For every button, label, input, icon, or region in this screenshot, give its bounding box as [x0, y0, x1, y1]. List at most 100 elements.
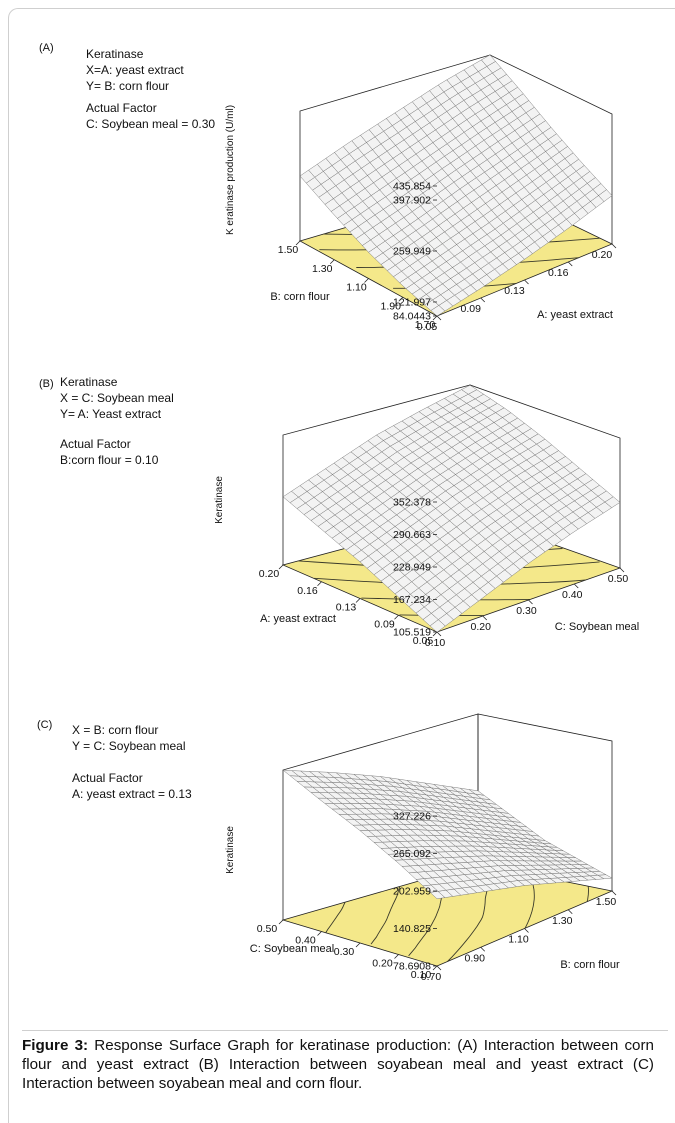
z-tick-label: 435.854: [393, 181, 431, 193]
x-tick-label: 1.10: [508, 934, 529, 946]
x-tick: [567, 909, 573, 915]
z-axis-label: Keratinase: [225, 826, 236, 874]
annotation-line: Y = C: Soybean meal: [72, 739, 186, 753]
x-tick-label: 0.90: [465, 952, 486, 964]
z-tick-label: 397.902: [393, 195, 431, 207]
z-tick-label: 259.949: [393, 246, 431, 258]
z-axis-label: Keratinase: [214, 476, 225, 524]
x-tick-label: 0.20: [592, 249, 613, 261]
z-tick-label: 327.226: [393, 811, 431, 823]
annotation-line: Keratinase: [86, 47, 144, 61]
annotation-line: X = B: corn flour: [72, 723, 159, 737]
annotation-line: A: yeast extract = 0.13: [72, 787, 192, 801]
y-tick: [432, 965, 438, 971]
y-tick: [355, 942, 361, 948]
x-tick: [480, 297, 486, 303]
y-tick-label: 0.05: [413, 635, 434, 647]
y-tick: [398, 296, 404, 302]
x-tick: [480, 946, 486, 952]
x-tick: [611, 890, 617, 896]
caption-rule: [22, 1030, 668, 1031]
y-axis-label: C: Soybean meal: [250, 943, 334, 955]
x-tick-label: 0.13: [504, 285, 525, 297]
x-tick: [524, 928, 529, 933]
x-tick: [619, 567, 625, 573]
y-tick: [329, 259, 335, 265]
y-tick: [432, 631, 438, 637]
z-tick-label: 290.663: [393, 529, 431, 541]
x-tick: [611, 243, 617, 249]
panel-b-annotation: Keratinase X = C: Soybean meal Y= A: Yea…: [60, 374, 174, 468]
z-tick-label: 167.234: [393, 594, 431, 606]
x-axis-label: B: corn flour: [560, 959, 620, 971]
z-tick-label: 105.519: [393, 627, 431, 639]
y-tick-label: 0.13: [336, 602, 357, 614]
surface-plot-c: 78.6908 140.825 202.959 265.092 327.226 Kerat…: [225, 713, 620, 983]
x-tick: [528, 599, 533, 605]
annotation-line: Actual Factor: [60, 437, 131, 451]
panel-a-annotation: Keratinase X=A: yeast extract Y= B: corn…: [86, 46, 215, 132]
y-tick-label: 0.10: [411, 969, 432, 981]
x-tick-label: 0.09: [461, 303, 482, 315]
x-tick: [436, 315, 442, 321]
x-axis-label: A: yeast extract: [537, 309, 613, 321]
figure-caption: Figure 3: Response Surface Graph for ker…: [22, 1036, 654, 1093]
y-axis-label: B: corn flour: [270, 291, 330, 303]
contour-line: [370, 886, 401, 945]
y-tick-label: 1.70: [415, 319, 436, 331]
contour-line: [325, 901, 346, 933]
annotation-line: X=A: yeast extract: [86, 63, 184, 77]
y-tick-label: 1.50: [278, 244, 299, 256]
panel-a: (A) Keratinase X=A: yeast extract Y= B: …: [0, 0, 675, 340]
contour-line: [586, 886, 589, 902]
y-tick: [278, 919, 284, 925]
z-tick-label: 265.092: [393, 848, 431, 860]
z-axis-label: K eratinase production (U/ml): [225, 105, 236, 235]
z-tick-label: 121.997: [393, 296, 431, 308]
x-tick-label: 0.20: [471, 621, 492, 633]
panel-b: (B) Keratinase X = C: Soybean meal Y= A:…: [0, 340, 675, 670]
y-tick-label: 0.30: [334, 946, 355, 958]
z-tick-label: 84.0443: [393, 311, 431, 323]
side-wall: [477, 713, 613, 891]
annotation-line: Actual Factor: [72, 771, 143, 785]
surface-mesh: [282, 769, 613, 900]
y-tick: [278, 564, 284, 570]
x-axis-label: C: Soybean meal: [555, 621, 639, 633]
caption-text: Response Surface Graph for keratinase pr…: [22, 1037, 654, 1092]
annotation-line: Actual Factor: [86, 101, 157, 115]
x-tick-label: 1.30: [552, 915, 573, 927]
annotation-line: Y= B: corn flour: [86, 79, 170, 93]
annotation-line: C: Soybean meal = 0.30: [86, 117, 216, 131]
x-tick-label: 1.50: [596, 896, 617, 908]
y-tick-label: 0.09: [374, 618, 395, 630]
z-tick-label: 140.825: [393, 923, 431, 935]
panel-c-label: (C): [37, 719, 53, 731]
y-tick: [295, 240, 301, 246]
caption-label: Figure 3:: [22, 1037, 89, 1054]
x-tick: [436, 965, 442, 971]
y-tick-label: 1.90: [381, 300, 402, 312]
x-tick: [436, 631, 442, 637]
y-tick-label: 0.40: [295, 935, 316, 947]
y-tick-label: 1.10: [346, 282, 367, 294]
panel-c: (C) X = B: corn flour Y = C: Soybean mea…: [0, 700, 675, 1025]
y-tick: [317, 931, 322, 936]
surface-facet: [468, 789, 485, 796]
y-tick-label: 0.50: [257, 923, 278, 935]
x-tick-label: 0.50: [608, 573, 629, 585]
x-tick: [573, 583, 579, 589]
x-tick-label: 0.30: [516, 605, 537, 617]
z-tick-label: 202.959: [393, 885, 431, 897]
x-tick-label: 0.16: [548, 267, 569, 279]
y-tick: [394, 954, 399, 959]
x-tick-label: 0.10: [425, 637, 446, 649]
y-tick-label: 0.20: [372, 958, 393, 970]
annotation-line: X = C: Soybean meal: [60, 391, 174, 405]
figure-frame: [8, 8, 675, 1123]
surface-facet: [481, 54, 496, 67]
y-tick: [317, 581, 322, 587]
y-tick: [364, 278, 369, 283]
panel-b-label: (B): [39, 378, 54, 390]
x-tick-label: 0.05: [417, 321, 438, 333]
